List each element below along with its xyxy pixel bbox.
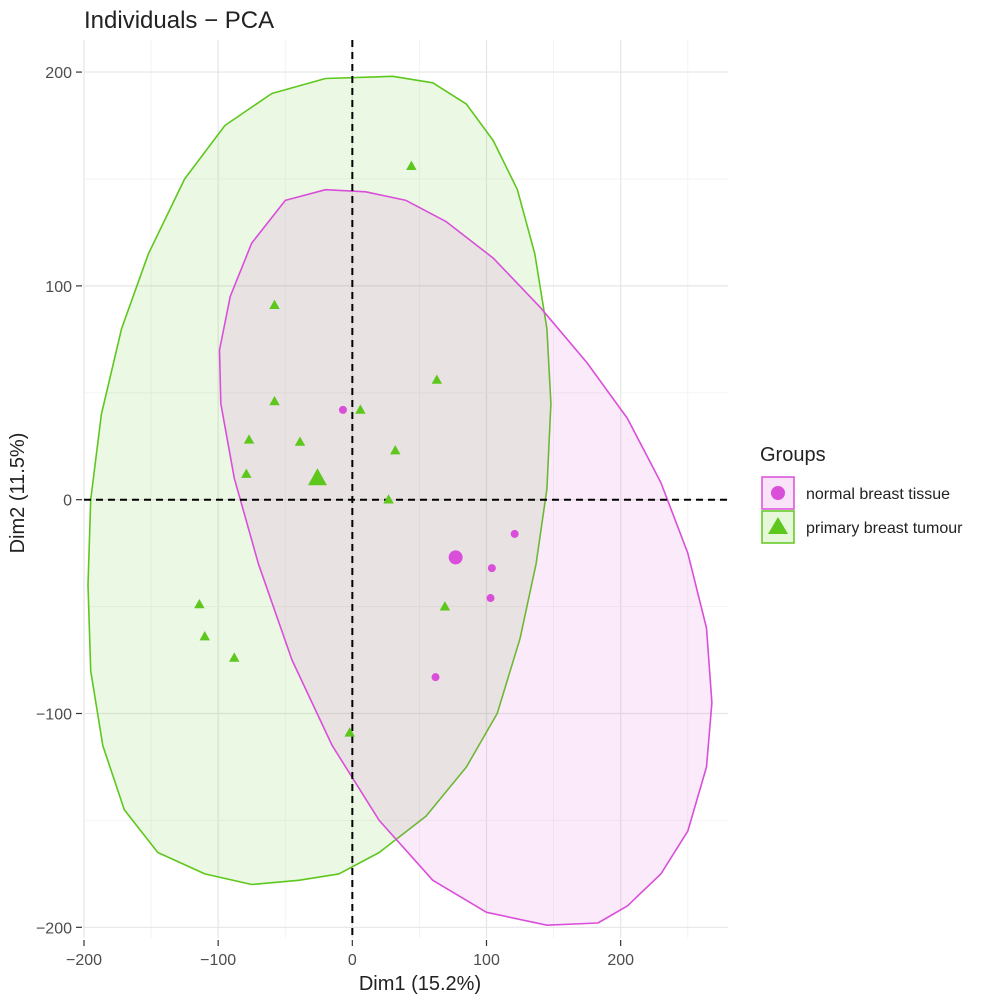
legend-title: Groups (760, 444, 826, 466)
legend: Groups normal breast tissue primary brea… (760, 444, 963, 544)
centroid-tumour (307, 468, 327, 486)
legend-label-normal: normal breast tissue (806, 486, 950, 503)
x-tick-label: 0 (348, 952, 357, 969)
confidence-ellipses (87, 75, 713, 927)
legend-item-normal: normal breast tissue (761, 476, 950, 510)
data-point-tumour (383, 494, 394, 504)
data-point-tumour (294, 436, 306, 446)
data-point-tumour (269, 395, 280, 406)
data-point-normal (486, 594, 495, 603)
legend-label-tumour: primary breast tumour (806, 520, 963, 537)
data-point-tumour (241, 468, 252, 478)
data-points (194, 160, 519, 737)
data-point-tumour (406, 160, 417, 170)
reference-lines (84, 40, 728, 938)
data-point-tumour (229, 652, 240, 662)
axis-ticks: −200 −100 0 100 200 −200 −100 0 100 200 (36, 65, 634, 969)
y-tick-label: −200 (36, 920, 72, 937)
data-point-tumour (243, 434, 255, 444)
data-point-normal (487, 564, 496, 573)
data-point-tumour (355, 404, 366, 414)
ellipse-normal (218, 188, 713, 927)
centroid-normal (448, 550, 463, 565)
x-tick-label: 200 (607, 952, 634, 969)
x-tick-label: −200 (66, 952, 102, 969)
data-point-tumour (194, 598, 205, 609)
y-axis-label: Dim2 (11.5%) (7, 433, 29, 554)
y-tick-label: 0 (63, 493, 72, 510)
y-tick-label: −100 (36, 707, 72, 724)
x-axis-label: Dim1 (15.2%) (359, 973, 481, 995)
data-point-tumour (344, 727, 355, 737)
data-point-tumour (390, 445, 401, 455)
data-point-tumour (439, 601, 451, 611)
chart-title: Individuals − PCA (84, 7, 274, 34)
x-tick-label: 100 (473, 952, 500, 969)
data-point-tumour (199, 631, 210, 641)
data-point-normal (510, 529, 519, 538)
data-point-normal (338, 405, 347, 414)
y-tick-label: 200 (45, 65, 72, 82)
data-point-tumour (431, 374, 443, 384)
x-tick-label: −100 (200, 952, 236, 969)
y-tick-label: 100 (45, 279, 72, 296)
legend-triangle-icon (768, 517, 788, 534)
legend-item-tumour: primary breast tumour (761, 510, 963, 544)
data-point-tumour (269, 299, 280, 309)
legend-circle-icon (771, 486, 785, 500)
data-point-normal (431, 673, 440, 682)
